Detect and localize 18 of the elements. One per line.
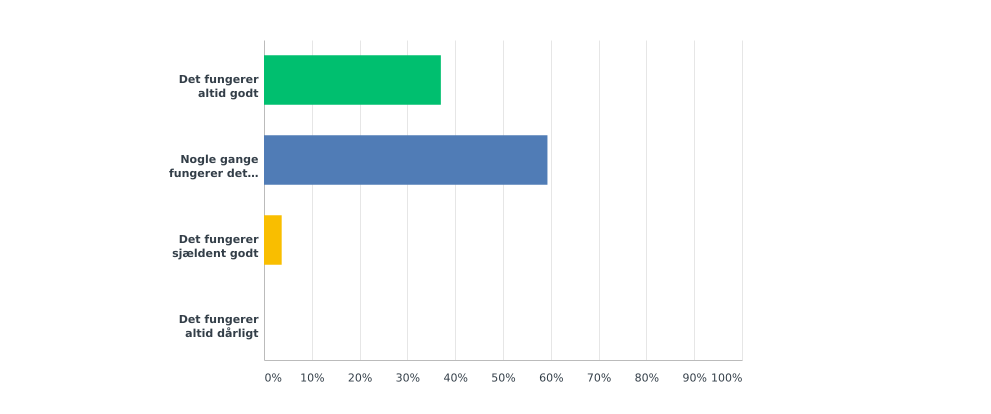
x-tick-label: 70% <box>586 372 612 384</box>
bar <box>264 55 441 105</box>
x-tick-label: 90% <box>682 372 707 384</box>
y-tick-label: Det fungerer altid dårligt <box>178 313 260 340</box>
x-tick-label: 60% <box>539 372 564 384</box>
x-tick-label: 40% <box>443 372 468 384</box>
x-tick-label: 50% <box>491 372 516 384</box>
x-tick-label: 30% <box>396 372 420 384</box>
y-tick-label: Det fungerer sjældent godt <box>172 233 260 260</box>
x-tick-label: 10% <box>300 372 325 384</box>
x-tick-label: 20% <box>348 372 372 384</box>
y-tick-label: Nogle gange fungerer det… <box>168 153 258 180</box>
bar <box>264 215 282 265</box>
x-tick-label: 100% <box>711 372 742 384</box>
bar <box>264 135 548 185</box>
x-tick-label: 80% <box>634 372 660 384</box>
y-tick-label: Det fungerer altid godt <box>178 73 260 100</box>
x-tick-label: 0% <box>264 372 282 384</box>
